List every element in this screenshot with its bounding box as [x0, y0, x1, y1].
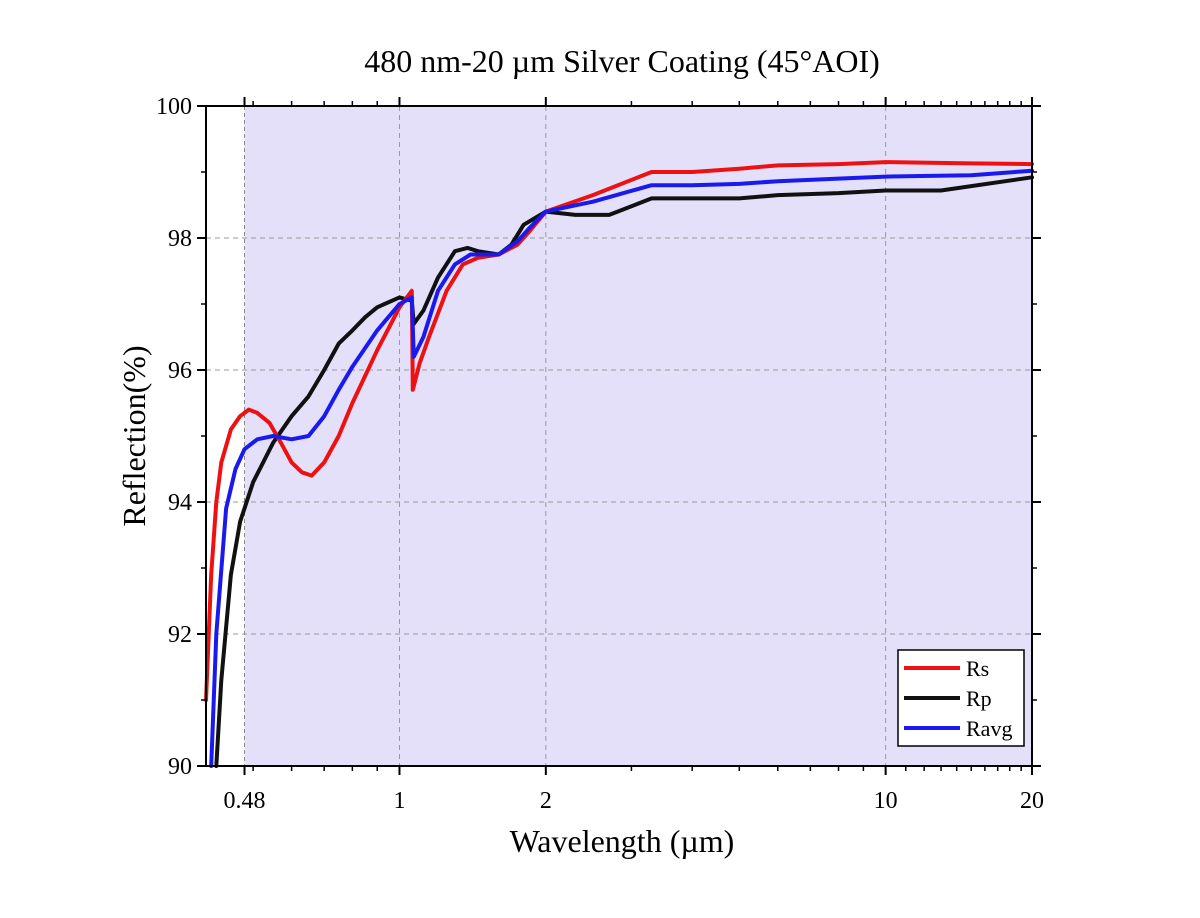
legend: Rs Rp Ravg — [897, 649, 1025, 747]
legend-label-rp: Rp — [966, 686, 992, 711]
legend-label-ravg: Ravg — [966, 716, 1012, 741]
series-layer — [204, 160, 1034, 768]
y-axis-title: Reflection(%) — [116, 345, 152, 526]
x-tick-label-10: 10 — [874, 788, 898, 814]
x-tick-label-2: 2 — [540, 788, 552, 814]
x-tick-label-20: 20 — [1020, 788, 1044, 814]
legend-label-rs: Rs — [966, 656, 989, 681]
y-tick-label-100: 100 — [156, 94, 192, 120]
y-tick-label-92: 92 — [168, 622, 192, 648]
series-line-rp — [214, 175, 1034, 768]
chart-title: 480 nm-20 µm Silver Coating (45°AOI) — [364, 43, 880, 79]
y-tick-label-90: 90 — [168, 754, 192, 780]
y-tick-label-98: 98 — [168, 226, 192, 252]
axes-layer: 90 92 94 96 98 100 0.48 1 2 10 20 — [156, 94, 1044, 814]
series-line-ravg — [209, 168, 1034, 768]
x-tick-label-0.48: 0.48 — [223, 788, 265, 814]
x-axis-title: Wavelength (µm) — [510, 823, 735, 859]
x-tick-label-1: 1 — [393, 788, 405, 814]
grid-layer — [206, 106, 1032, 766]
y-tick-label-96: 96 — [168, 358, 192, 384]
y-tick-label-94: 94 — [168, 490, 192, 516]
